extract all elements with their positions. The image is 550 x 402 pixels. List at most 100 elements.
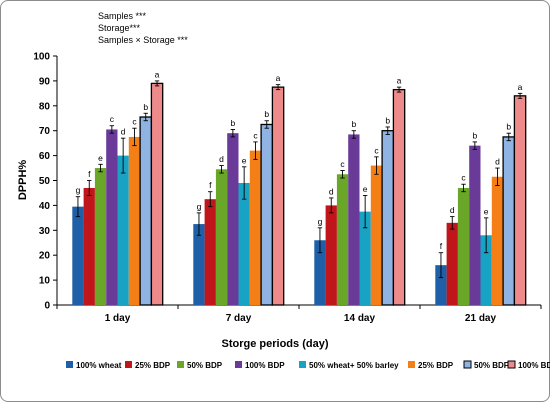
bar <box>381 130 395 306</box>
bar <box>193 224 205 305</box>
bar <box>106 129 118 305</box>
significance-annotations: Samples *** Storage*** Samples × Storage… <box>98 11 188 45</box>
y-tick-label: 70 <box>39 126 51 137</box>
significance-letter: b <box>472 130 477 140</box>
significance-letter: b <box>385 115 390 125</box>
significance-letter: b <box>143 102 148 112</box>
significance-letter: a <box>518 82 523 92</box>
bar <box>249 150 262 305</box>
annotation-storage: Storage*** <box>98 23 141 33</box>
legend-label: 50% BDP <box>474 361 510 370</box>
significance-letter: d <box>450 205 455 215</box>
legend-label: 100% BDP <box>245 361 285 370</box>
significance-letter: e <box>242 155 247 165</box>
bar <box>469 145 481 305</box>
annotation-samples: Samples *** <box>98 11 147 21</box>
legend-swatch <box>66 361 73 368</box>
legend-swatch <box>125 361 132 368</box>
bar <box>238 182 250 305</box>
significance-letter: d <box>219 154 224 164</box>
bar <box>150 82 164 306</box>
y-axis-title: DPPH% <box>17 160 29 201</box>
y-tick-label: 20 <box>39 251 51 262</box>
bar <box>117 155 129 305</box>
x-category-label: 21 day <box>465 313 497 324</box>
significance-letter: g <box>76 185 81 195</box>
bar <box>491 176 504 305</box>
significance-letter: b <box>264 109 269 119</box>
bar <box>336 174 349 305</box>
significance-letter: b <box>506 122 511 132</box>
bar <box>314 240 326 305</box>
bar <box>215 169 228 305</box>
legend-swatch <box>408 361 415 368</box>
y-tick-label: 90 <box>39 76 51 87</box>
significance-letter: f <box>209 180 212 190</box>
bar <box>480 235 492 305</box>
bar <box>83 187 95 305</box>
significance-letter: c <box>253 130 258 140</box>
bar <box>227 133 239 305</box>
x-category-label: 14 day <box>344 313 376 324</box>
bar <box>370 165 383 305</box>
bar <box>392 88 406 306</box>
y-tick-label: 80 <box>39 101 51 112</box>
significance-letter: g <box>318 216 323 226</box>
y-tick-label: 0 <box>44 301 50 312</box>
significance-letter: b <box>230 118 235 128</box>
significance-letter: e <box>363 184 368 194</box>
significance-letter: f <box>440 241 443 251</box>
legend-swatch <box>463 360 472 369</box>
significance-letter: e <box>98 153 103 163</box>
significance-letter: f <box>88 169 91 179</box>
significance-letter: a <box>155 69 160 79</box>
legend-swatch <box>235 361 242 368</box>
x-category-label: 1 day <box>105 313 131 324</box>
bar <box>204 199 216 305</box>
legend-label: 100% BDP <box>518 361 550 370</box>
x-category-label: 7 day <box>226 313 252 324</box>
bar <box>457 187 470 305</box>
y-tick-label: 40 <box>39 201 51 212</box>
significance-letter: a <box>397 76 402 86</box>
bar <box>513 95 527 306</box>
significance-letter: b <box>351 119 356 129</box>
legend-label: 50% wheat+ 50% barley <box>309 361 399 370</box>
bar <box>94 168 107 305</box>
y-tick-label: 30 <box>39 226 51 237</box>
significance-letter: a <box>276 73 281 83</box>
x-axis-title: Storge periods (day) <box>222 338 329 350</box>
legend-label: 25% BDP <box>135 361 171 370</box>
bar <box>435 265 447 305</box>
bar <box>502 136 516 306</box>
y-tick-label: 60 <box>39 151 51 162</box>
bar <box>72 206 84 305</box>
legend-label: 100% wheat <box>76 361 122 370</box>
legend-label: 25% BDP <box>418 361 454 370</box>
bar <box>348 134 360 305</box>
y-tick-label: 100 <box>33 52 50 63</box>
significance-letter: e <box>484 206 489 216</box>
significance-letter: c <box>110 114 115 124</box>
bar <box>271 86 285 306</box>
bar <box>359 211 371 305</box>
significance-letter: c <box>374 145 379 155</box>
legend-swatch <box>507 360 516 369</box>
significance-letter: g <box>197 201 202 211</box>
significance-letter: d <box>121 127 126 137</box>
y-tick-label: 10 <box>39 276 51 287</box>
legend-swatch <box>299 361 306 368</box>
significance-letter: c <box>340 159 345 169</box>
bar <box>260 123 274 306</box>
significance-letter: d <box>329 186 334 196</box>
significance-letter: c <box>461 173 466 183</box>
bar <box>446 222 458 305</box>
annotation-interaction: Samples × Storage *** <box>98 35 188 45</box>
legend-label: 50% BDP <box>187 361 223 370</box>
bar <box>325 205 337 305</box>
y-tick-label: 50 <box>39 176 51 187</box>
bar <box>128 136 141 305</box>
legend-swatch <box>177 361 184 368</box>
